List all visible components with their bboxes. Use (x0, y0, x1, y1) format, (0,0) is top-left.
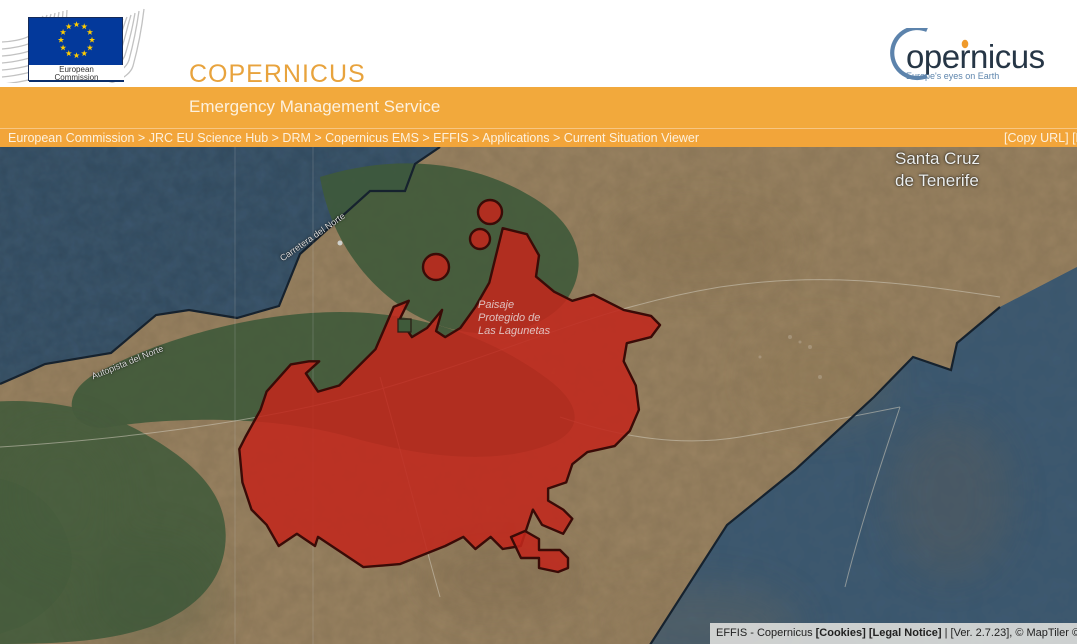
svg-text:opernicus: opernicus (906, 38, 1045, 75)
svg-text:Europe's eyes on Earth: Europe's eyes on Earth (906, 71, 999, 81)
svg-text:Protegido de: Protegido de (478, 312, 540, 324)
svg-text:Paisaje: Paisaje (478, 299, 514, 311)
svg-text:Las Lagunetas: Las Lagunetas (478, 325, 551, 337)
